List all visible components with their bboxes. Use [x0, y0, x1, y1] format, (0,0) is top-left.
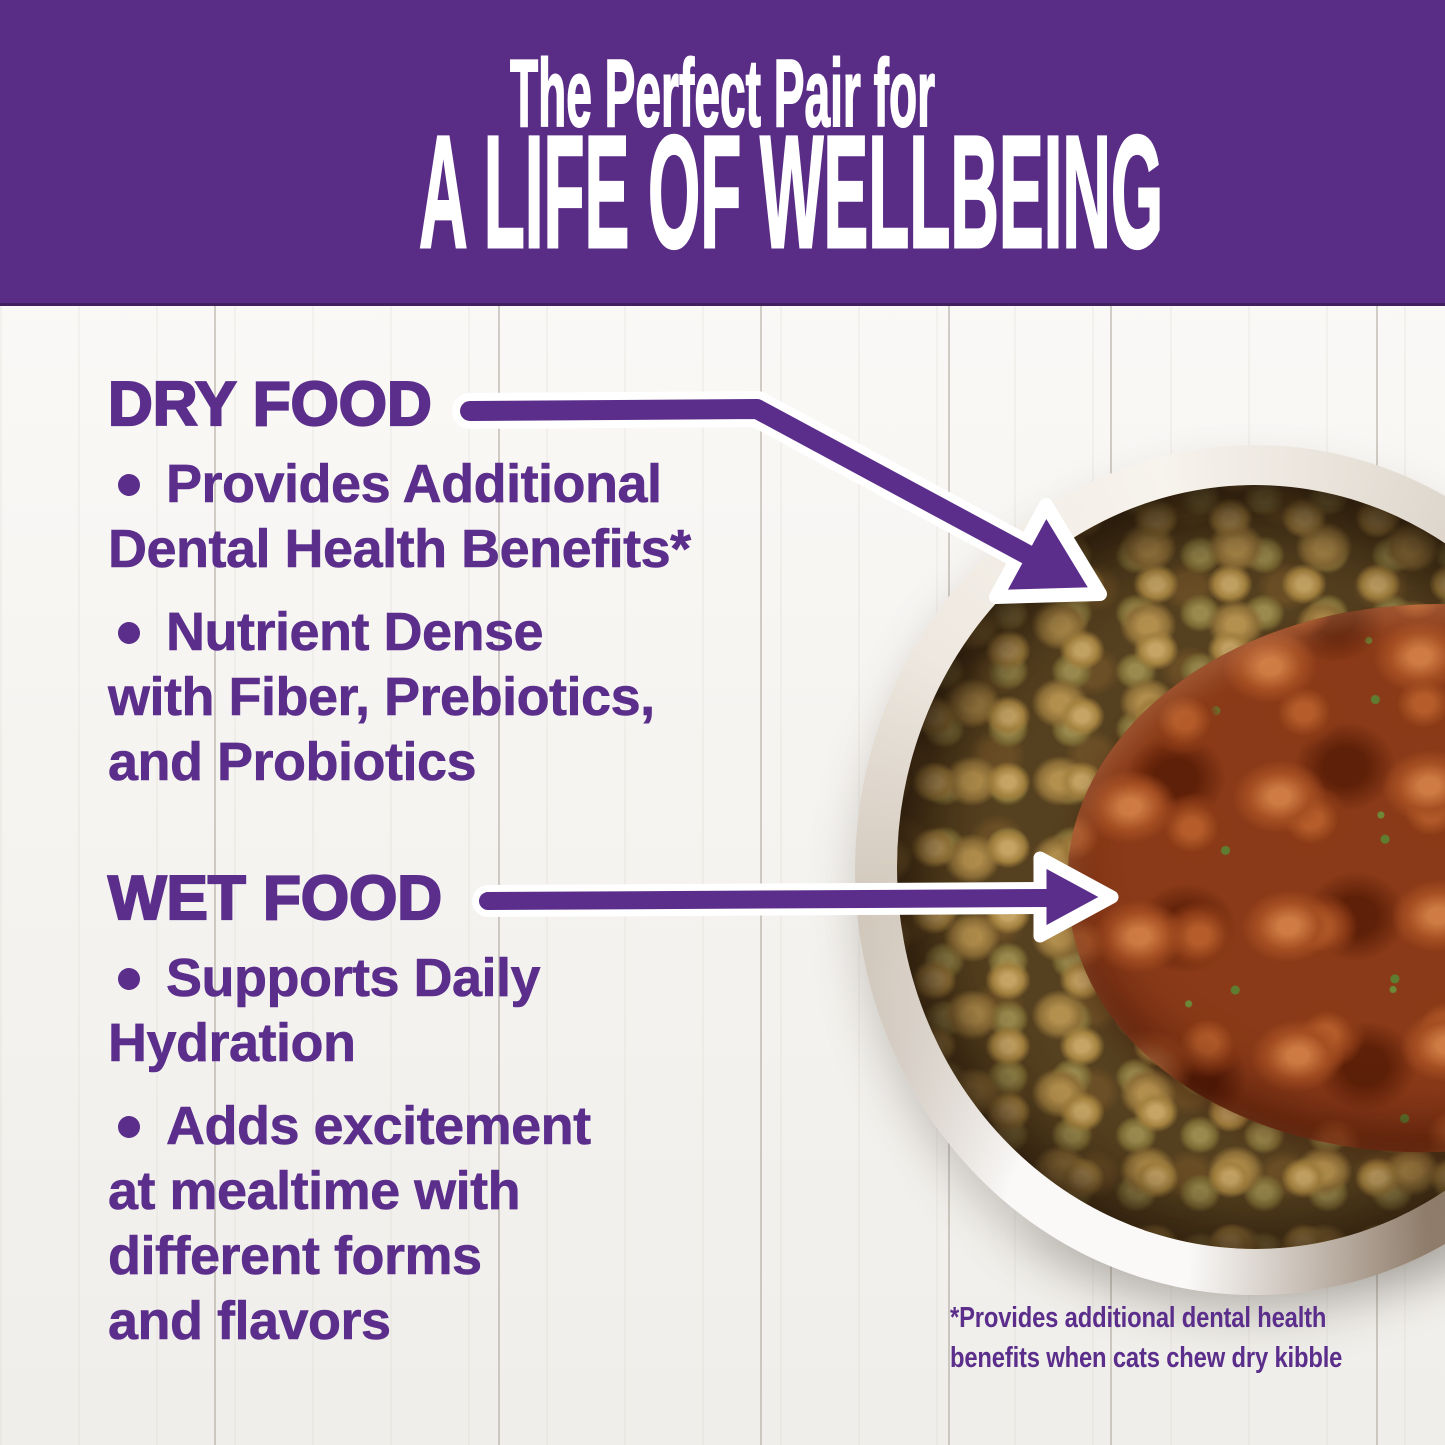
- header-eyebrow: The Perfect Pair for: [509, 40, 936, 147]
- dry-bullet-2-line-2: with Fiber, Prebiotics,: [108, 667, 656, 728]
- footnote: *Provides additional dental health benef…: [950, 1298, 1342, 1378]
- header-banner: The Perfect Pair for A LIFE OF WELLBEING: [0, 0, 1445, 306]
- wet-food-heading: WET FOOD: [107, 864, 443, 933]
- wet-bullet-2-line-3: different forms: [108, 1226, 483, 1287]
- bullet-dot-icon: [118, 621, 140, 644]
- dry-bullet-2-line-3: and Probiotics: [108, 732, 477, 793]
- wet-food-bullets: Supports Daily Hydration Adds excitement…: [108, 946, 592, 1372]
- bullet-dot-icon: [118, 967, 140, 990]
- page-title: A LIFE OF WELLBEING: [418, 102, 1164, 281]
- dry-bullet-2: Nutrient Dense with Fiber, Prebiotics, a…: [108, 600, 691, 795]
- wet-bullet-1-line-1: Supports Daily: [166, 948, 541, 1009]
- plank-line: [760, 0, 762, 1445]
- plank-line: [214, 0, 216, 1445]
- wet-bullet-2-line-4: and flavors: [108, 1291, 392, 1352]
- dry-bullet-1-line-1: Provides Additional: [166, 454, 663, 515]
- dry-bullet-1: Provides Additional Dental Health Benefi…: [108, 452, 692, 582]
- wet-bullet-2-line-2: at mealtime with: [108, 1161, 521, 1222]
- wet-bullet-1-line-2: Hydration: [108, 1013, 357, 1074]
- wet-bullet-2-line-1: Adds excitement: [166, 1096, 592, 1157]
- wet-bullet-2: Adds excitement at mealtime with differe…: [108, 1094, 592, 1354]
- footnote-line-1: *Provides additional dental health: [950, 1302, 1327, 1334]
- dry-bullet-1-line-2: Dental Health Benefits*: [108, 519, 692, 580]
- dry-food-bullets: Provides Additional Dental Health Benefi…: [108, 452, 692, 813]
- bullet-dot-icon: [118, 1115, 140, 1138]
- footnote-line-2: benefits when cats chew dry kibble: [950, 1342, 1343, 1374]
- dry-food-heading: DRY FOOD: [107, 370, 433, 439]
- bullet-dot-icon: [118, 473, 140, 496]
- wet-bullet-1: Supports Daily Hydration: [108, 946, 591, 1076]
- plank-line: [498, 0, 500, 1445]
- dry-bullet-2-line-1: Nutrient Dense: [166, 602, 544, 663]
